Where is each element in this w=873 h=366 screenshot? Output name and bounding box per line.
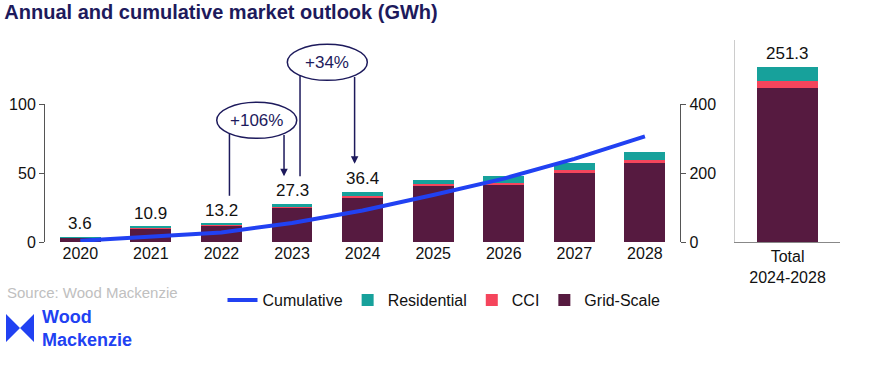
svg-text:251.3: 251.3 bbox=[766, 44, 809, 63]
svg-text:3.6: 3.6 bbox=[68, 214, 92, 233]
svg-text:2024: 2024 bbox=[345, 245, 381, 262]
svg-text:Annual and cumulative market o: Annual and cumulative market outlook (GW… bbox=[4, 1, 437, 23]
svg-text:36.4: 36.4 bbox=[346, 169, 379, 188]
svg-text:2025: 2025 bbox=[415, 245, 451, 262]
svg-text:CCI: CCI bbox=[512, 292, 540, 309]
svg-text:Source: Wood Mackenzie: Source: Wood Mackenzie bbox=[7, 284, 178, 301]
svg-text:400: 400 bbox=[689, 96, 716, 113]
svg-text:2026: 2026 bbox=[486, 245, 522, 262]
svg-text:+34%: +34% bbox=[305, 53, 349, 72]
svg-text:10.9: 10.9 bbox=[134, 204, 167, 223]
svg-text:2022: 2022 bbox=[204, 245, 240, 262]
svg-text:Residential: Residential bbox=[388, 292, 467, 309]
svg-text:0: 0 bbox=[689, 234, 698, 251]
svg-text:2028: 2028 bbox=[627, 245, 663, 262]
svg-text:Total2024-2028: Total2024-2028 bbox=[749, 248, 826, 286]
svg-text:2027: 2027 bbox=[557, 245, 593, 262]
svg-text:Grid-Scale: Grid-Scale bbox=[584, 292, 660, 309]
svg-text:27.3: 27.3 bbox=[276, 181, 309, 200]
svg-text:13.2: 13.2 bbox=[205, 201, 238, 220]
svg-text:+106%: +106% bbox=[230, 111, 283, 130]
svg-text:2021: 2021 bbox=[133, 245, 169, 262]
svg-text:2023: 2023 bbox=[274, 245, 310, 262]
svg-text:200: 200 bbox=[689, 165, 716, 182]
svg-text:100: 100 bbox=[9, 96, 36, 113]
svg-text:Cumulative: Cumulative bbox=[263, 292, 343, 309]
svg-text:2020: 2020 bbox=[62, 245, 98, 262]
svg-text:0: 0 bbox=[27, 234, 36, 251]
svg-text:50: 50 bbox=[18, 165, 36, 182]
svg-text:WoodMackenzie: WoodMackenzie bbox=[42, 307, 132, 350]
